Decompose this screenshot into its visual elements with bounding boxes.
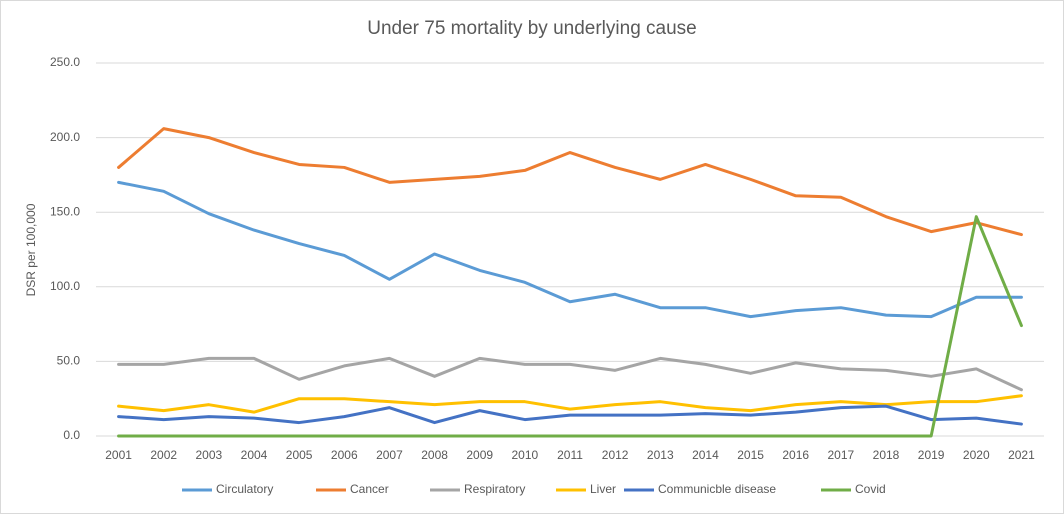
y-tick-label: 100.0 bbox=[50, 279, 80, 293]
legend-label: Liver bbox=[590, 482, 616, 496]
y-axis-label: DSR per 100,000 bbox=[24, 203, 38, 296]
series-line bbox=[117, 215, 1023, 438]
x-tick-label: 2021 bbox=[1008, 448, 1035, 462]
y-tick-label: 50.0 bbox=[57, 354, 81, 368]
legend-label: Circulatory bbox=[216, 482, 273, 496]
x-tick-label: 2013 bbox=[647, 448, 674, 462]
x-tick-label: 2018 bbox=[873, 448, 900, 462]
x-tick-label: 2020 bbox=[963, 448, 990, 462]
series-line bbox=[117, 127, 1023, 237]
y-tick-label: 200.0 bbox=[50, 130, 80, 144]
chart-title: Under 75 mortality by underlying cause bbox=[367, 18, 697, 39]
x-tick-label: 2012 bbox=[602, 448, 629, 462]
x-tick-label: 2004 bbox=[241, 448, 268, 462]
legend-label: Communicble disease bbox=[658, 482, 776, 496]
legend-label: Covid bbox=[855, 482, 886, 496]
x-tick-label: 2019 bbox=[918, 448, 945, 462]
x-tick-label: 2009 bbox=[466, 448, 493, 462]
x-tick-label: 2001 bbox=[105, 448, 132, 462]
y-tick-label: 150.0 bbox=[50, 204, 80, 218]
x-tick-label: 2014 bbox=[692, 448, 719, 462]
series-line bbox=[117, 180, 1023, 319]
x-tick-label: 2003 bbox=[196, 448, 223, 462]
x-tick-label: 2017 bbox=[828, 448, 855, 462]
x-tick-label: 2008 bbox=[421, 448, 448, 462]
x-tick-label: 2015 bbox=[737, 448, 764, 462]
x-tick-label: 2007 bbox=[376, 448, 403, 462]
y-tick-label: 250.0 bbox=[50, 55, 80, 69]
x-tick-label: 2016 bbox=[782, 448, 809, 462]
series-line bbox=[117, 404, 1023, 426]
legend-label: Cancer bbox=[350, 482, 389, 496]
legend-label: Respiratory bbox=[464, 482, 525, 496]
x-tick-label: 2002 bbox=[150, 448, 177, 462]
y-tick-label: 0.0 bbox=[63, 428, 80, 442]
x-tick-label: 2011 bbox=[557, 448, 583, 462]
x-tick-label: 2006 bbox=[331, 448, 358, 462]
x-tick-label: 2010 bbox=[512, 448, 539, 462]
series-line bbox=[117, 394, 1023, 414]
x-tick-label: 2005 bbox=[286, 448, 313, 462]
series-line bbox=[117, 356, 1023, 392]
